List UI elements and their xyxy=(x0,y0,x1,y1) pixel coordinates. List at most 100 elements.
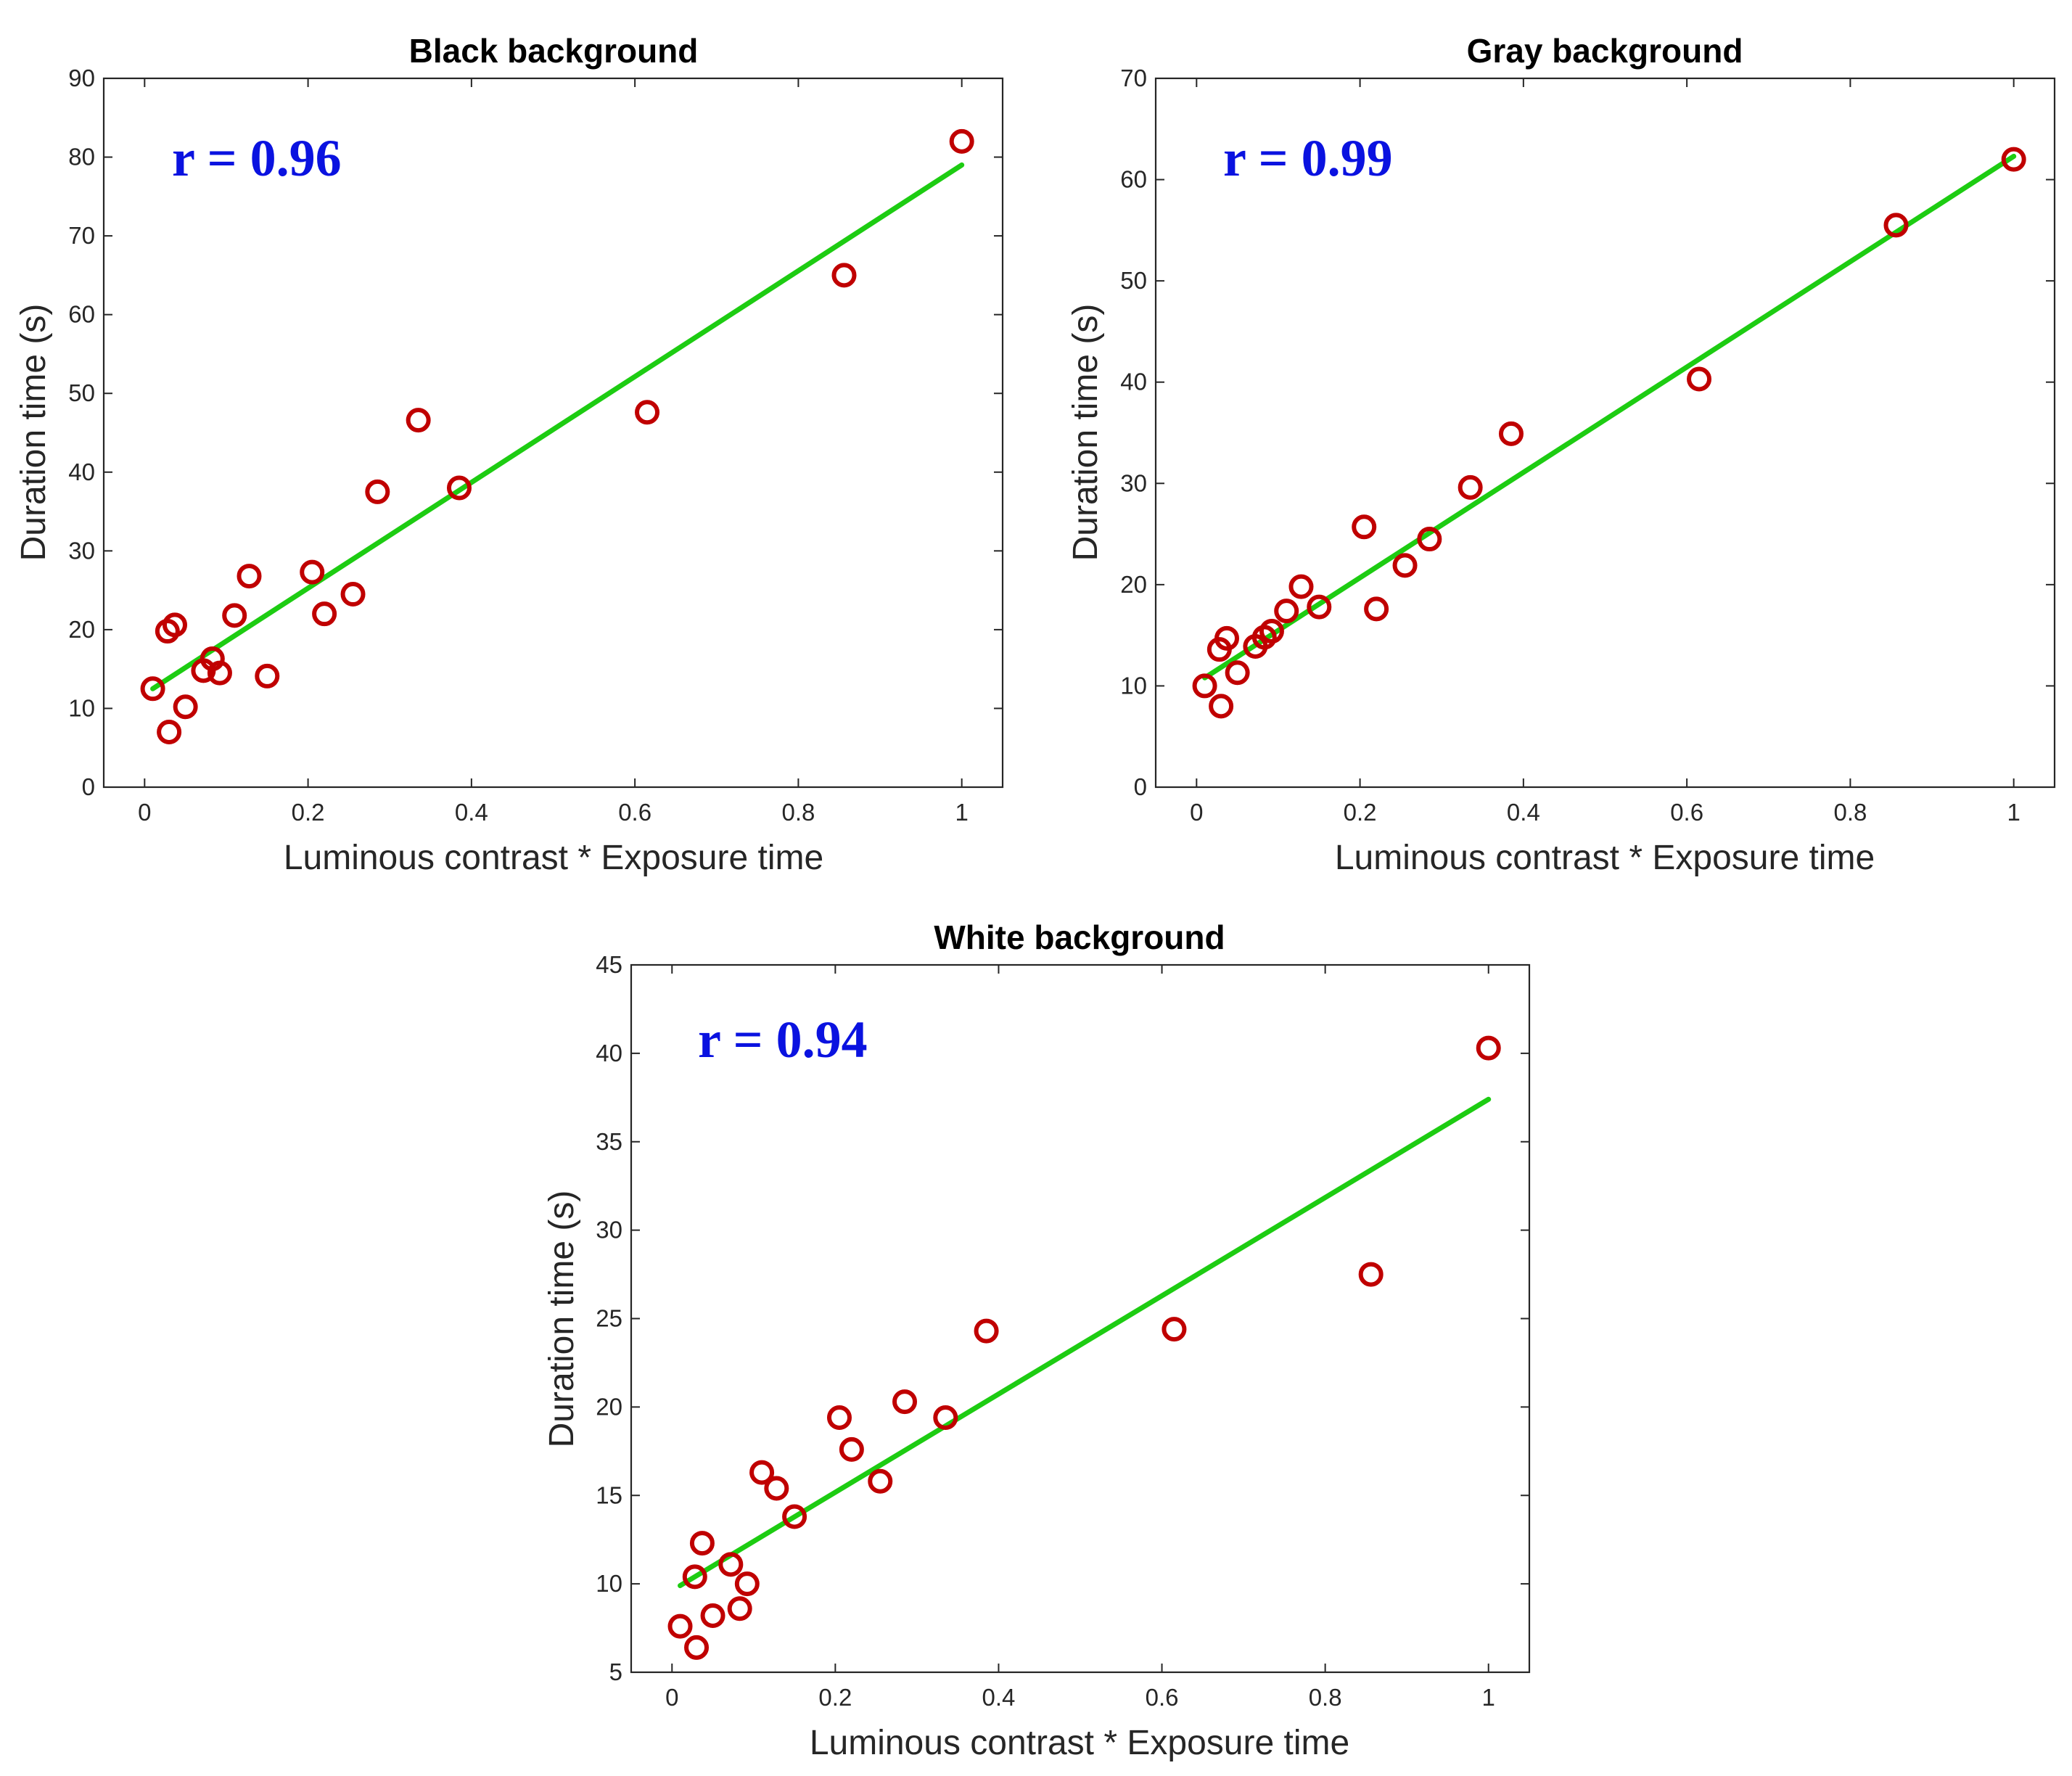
data-point xyxy=(1192,673,1217,699)
fit-line-group xyxy=(678,1096,1492,1589)
data-point xyxy=(1209,694,1234,719)
y-tick-label: 40 xyxy=(1120,369,1147,395)
data-point xyxy=(831,263,857,288)
data-point xyxy=(727,1596,752,1621)
data-point xyxy=(1687,366,1712,392)
y-tick-label: 20 xyxy=(596,1393,622,1420)
data-point xyxy=(764,1476,789,1501)
chart-panel-gray-background: Gray background 0 0.2 0.4 0.6 0.8 10102030405… xyxy=(1066,32,2056,877)
y-tick-label: 10 xyxy=(1120,672,1147,699)
data-points xyxy=(1192,147,2026,719)
fit-line xyxy=(678,1096,1492,1589)
data-point xyxy=(1358,1262,1384,1287)
y-tick-label: 5 xyxy=(609,1658,622,1685)
fit-line xyxy=(1202,153,2017,681)
y-tick-label: 40 xyxy=(68,459,95,485)
data-point xyxy=(839,1436,864,1462)
data-point xyxy=(782,1504,807,1529)
data-point xyxy=(1214,625,1239,651)
data-point xyxy=(340,582,366,607)
data-point xyxy=(682,1564,707,1590)
fit-line-group xyxy=(150,162,965,691)
data-point xyxy=(1162,1317,1187,1342)
data-point xyxy=(1225,660,1250,686)
x-tick-label: 0.4 xyxy=(455,799,488,826)
y-tick-label: 45 xyxy=(596,951,622,978)
data-point xyxy=(312,601,337,627)
y-tick-label: 20 xyxy=(68,616,95,643)
data-point xyxy=(1417,527,1442,552)
y-tick-label: 70 xyxy=(68,222,95,249)
data-point xyxy=(868,1468,893,1494)
fit-line xyxy=(150,162,965,691)
data-point xyxy=(1259,619,1284,644)
chart-panel-black-background: Black background 0 0.2 0.4 0.6 0.8 1010203040… xyxy=(15,32,1004,877)
fit-line-group xyxy=(1202,153,2017,681)
chart-title: Gray background xyxy=(1467,32,1743,70)
x-tick-label: 1 xyxy=(955,799,969,826)
data-point xyxy=(826,1405,852,1430)
x-tick-label: 1 xyxy=(2007,799,2020,826)
data-point xyxy=(974,1318,999,1344)
data-point xyxy=(684,1635,710,1660)
y-tick-label: 0 xyxy=(1134,773,1147,800)
x-tick-label: 0.2 xyxy=(292,799,325,826)
x-tick-label: 0.8 xyxy=(781,799,815,826)
data-point xyxy=(667,1613,693,1639)
data-point xyxy=(1392,553,1418,578)
y-tick-label: 10 xyxy=(596,1570,622,1597)
data-point xyxy=(635,400,660,425)
plot-area-frame xyxy=(102,77,1004,789)
data-point xyxy=(237,564,262,589)
x-axis-label: Luminous contrast * Exposure time xyxy=(284,839,823,877)
x-tick-label: 0 xyxy=(138,799,151,826)
data-point xyxy=(718,1552,744,1577)
y-tick-label: 35 xyxy=(596,1128,622,1155)
y-tick-label: 50 xyxy=(1120,267,1147,294)
x-tick-label: 0.2 xyxy=(1344,799,1377,826)
chart-panel-white-background: White background 0 0.2 0.4 0.6 0.8 1510152025… xyxy=(543,918,1531,1762)
x-axis-label: Luminous contrast * Exposure time xyxy=(810,1724,1349,1762)
y-tick-label: 25 xyxy=(596,1305,622,1332)
data-point xyxy=(700,1603,725,1628)
data-point xyxy=(162,612,187,638)
x-tick-label: 0.6 xyxy=(1146,1684,1179,1711)
y-tick-label: 60 xyxy=(1120,166,1147,193)
plot-area-frame xyxy=(630,963,1531,1674)
x-tick-label: 0.8 xyxy=(1833,799,1867,826)
x-tick-label: 0.6 xyxy=(618,799,651,826)
y-tick-label: 40 xyxy=(596,1040,622,1066)
y-tick-label: 0 xyxy=(82,773,95,800)
data-point xyxy=(406,408,431,433)
data-point xyxy=(1307,594,1332,620)
data-point xyxy=(173,694,198,720)
chart-title: White background xyxy=(934,918,1225,956)
data-point xyxy=(734,1571,760,1597)
y-tick-label: 80 xyxy=(68,144,95,170)
data-points xyxy=(667,1035,1501,1660)
x-axis-label: Luminous contrast * Exposure time xyxy=(1335,839,1875,877)
data-point xyxy=(949,128,974,154)
x-tick-label: 0.8 xyxy=(1309,1684,1342,1711)
data-point xyxy=(689,1531,715,1556)
data-point xyxy=(157,720,182,745)
data-point xyxy=(2001,147,2026,172)
x-tick-label: 0 xyxy=(665,1684,678,1711)
y-tick-label: 30 xyxy=(68,537,95,564)
data-point xyxy=(1364,596,1389,622)
data-point xyxy=(892,1389,918,1415)
y-tick-label: 10 xyxy=(68,694,95,721)
data-point xyxy=(1288,574,1314,599)
data-point xyxy=(446,475,472,501)
data-point xyxy=(365,479,390,504)
y-tick-label: 60 xyxy=(68,301,95,328)
x-tick-label: 1 xyxy=(1482,1684,1495,1711)
x-tick-label: 0.6 xyxy=(1670,799,1703,826)
data-point xyxy=(1352,514,1377,540)
x-tick-label: 0.4 xyxy=(1507,799,1540,826)
data-point xyxy=(933,1405,958,1430)
